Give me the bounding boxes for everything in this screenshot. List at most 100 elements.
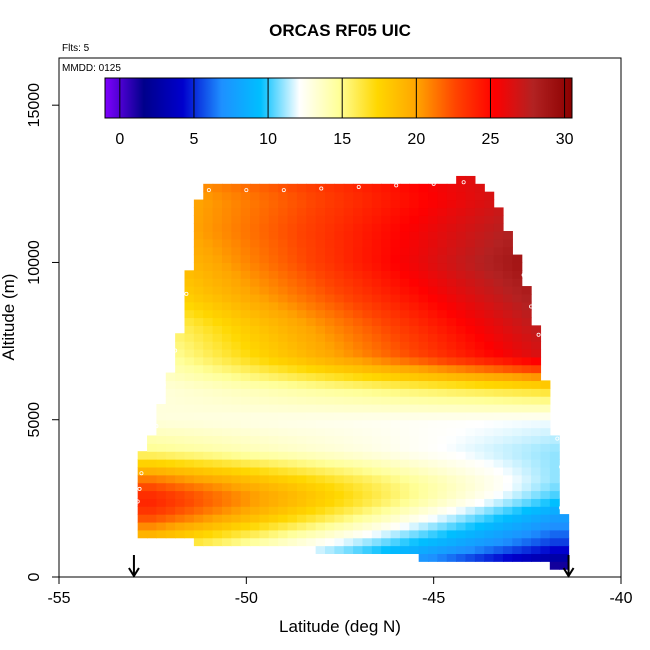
heatmap-cell	[418, 459, 429, 468]
heatmap-cell	[456, 529, 467, 539]
heatmap-cell	[428, 278, 439, 287]
heatmap-cell	[221, 223, 232, 232]
heatmap-cell	[278, 404, 289, 413]
heatmap-cell	[531, 348, 542, 358]
heatmap-cell	[446, 482, 457, 492]
heatmap-cell	[418, 419, 429, 429]
heatmap-cell	[484, 309, 495, 319]
heatmap-cell	[474, 215, 485, 224]
heatmap-cell	[484, 223, 495, 232]
heatmap-cell	[203, 356, 214, 366]
heatmap-cell	[456, 356, 467, 366]
heatmap-cell	[212, 356, 223, 366]
heatmap-cell	[315, 317, 326, 326]
heatmap-cell	[231, 333, 242, 342]
heatmap-cell	[325, 364, 335, 374]
track-marker	[484, 178, 489, 183]
heatmap-cell	[268, 309, 279, 319]
heatmap-cell	[456, 293, 467, 303]
heatmap-cell	[456, 404, 467, 413]
heatmap-cell	[306, 466, 317, 476]
heatmap-cell	[428, 529, 439, 539]
heatmap-cell	[428, 348, 439, 358]
heatmap-cell	[409, 521, 420, 531]
heatmap-cell	[259, 396, 270, 405]
heatmap-cell	[278, 246, 289, 256]
heatmap-cell	[437, 231, 448, 240]
heatmap-cell	[418, 411, 429, 421]
heatmap-cell	[156, 443, 167, 452]
heatmap-cell	[484, 506, 495, 515]
heatmap-cell	[343, 278, 354, 287]
heatmap-cell	[484, 466, 495, 476]
heatmap-cell	[334, 419, 345, 429]
heatmap-cell	[268, 459, 279, 468]
heatmap-cell	[278, 427, 289, 437]
track-marker	[154, 424, 159, 429]
heatmap-cell	[399, 348, 410, 358]
heatmap-cell	[259, 419, 270, 429]
heatmap-cell	[428, 372, 439, 382]
x-tick-label: -55	[47, 590, 70, 607]
heatmap-cell	[531, 553, 542, 562]
heatmap-cell	[325, 254, 335, 264]
heatmap-cell	[456, 514, 467, 523]
heatmap-cell	[278, 278, 289, 287]
heatmap-cell	[446, 270, 457, 279]
heatmap-cell	[315, 514, 326, 523]
heatmap-cell	[502, 380, 513, 389]
heatmap-cell	[362, 388, 373, 397]
heatmap-cell	[268, 435, 279, 444]
heatmap-cell	[418, 286, 429, 295]
heatmap-cell	[474, 254, 485, 264]
heatmap-cell	[315, 388, 326, 397]
heatmap-cell	[521, 301, 532, 311]
heatmap-cell	[325, 231, 335, 240]
heatmap-cell	[250, 199, 261, 209]
heatmap-cell	[474, 443, 485, 452]
heatmap-cell	[428, 301, 439, 311]
heatmap-cell	[353, 317, 364, 326]
heatmap-cell	[456, 333, 467, 342]
heatmap-cell	[306, 396, 317, 405]
heatmap-cell	[315, 529, 326, 539]
heatmap-cell	[343, 293, 354, 303]
heatmap-cell	[484, 435, 495, 444]
heatmap-cell	[221, 482, 232, 492]
heatmap-cell	[334, 348, 345, 358]
heatmap-cell	[493, 459, 504, 468]
heatmap-cell	[390, 404, 401, 413]
heatmap-cell	[203, 474, 214, 484]
heatmap-cell	[212, 254, 223, 264]
heatmap-cell	[484, 396, 495, 405]
heatmap-cell	[418, 443, 429, 452]
heatmap-cell	[296, 482, 307, 492]
heatmap-cell	[296, 427, 307, 437]
heatmap-cell	[428, 238, 439, 248]
heatmap-cell	[259, 411, 270, 421]
track-marker	[244, 188, 249, 193]
heatmap-cell	[278, 521, 289, 531]
heatmap-cell	[531, 396, 542, 405]
heatmap-cell	[465, 388, 476, 397]
heatmap-cell	[381, 356, 392, 366]
heatmap-cell	[184, 364, 195, 374]
heatmap-cell	[315, 293, 326, 303]
heatmap-cell	[456, 411, 467, 421]
heatmap-cell	[212, 529, 223, 539]
heatmap-cell	[371, 301, 382, 311]
heatmap-cell	[203, 411, 214, 421]
heatmap-cell	[147, 435, 158, 444]
heatmap-cell	[428, 293, 439, 303]
heatmap-cell	[259, 514, 270, 523]
heatmap-cell	[221, 254, 232, 264]
track-marker	[281, 188, 286, 193]
heatmap-cell	[203, 317, 214, 326]
heatmap-cell	[418, 396, 429, 405]
heatmap-cell	[446, 514, 457, 523]
heatmap-cell	[428, 364, 439, 374]
heatmap-cell	[409, 474, 420, 484]
heatmap-cell	[325, 466, 335, 476]
heatmap-cell	[502, 474, 513, 484]
arrow-head	[562, 567, 575, 578]
